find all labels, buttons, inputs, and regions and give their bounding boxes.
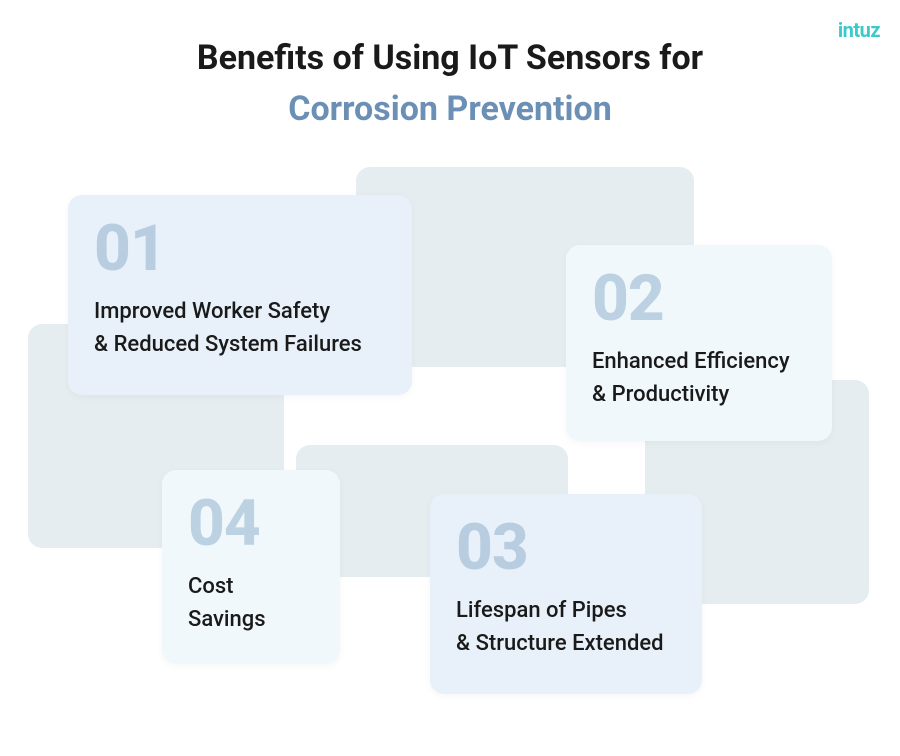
benefit-number: 03 bbox=[456, 516, 676, 580]
benefit-card-04: 04 Cost Savings bbox=[162, 470, 340, 664]
benefit-text: Enhanced Efficiency & Productivity bbox=[592, 345, 806, 411]
benefit-card-02: 02 Enhanced Efficiency & Productivity bbox=[566, 245, 832, 441]
title-line-2: Corrosion Prevention bbox=[0, 86, 900, 134]
benefit-text: Cost Savings bbox=[188, 570, 314, 636]
benefit-number: 02 bbox=[592, 267, 806, 331]
page-title: Benefits of Using IoT Sensors for Corros… bbox=[0, 36, 900, 134]
benefit-card-01: 01 Improved Worker Safety & Reduced Syste… bbox=[68, 195, 412, 395]
benefit-card-03: 03 Lifespan of Pipes & Structure Extended bbox=[430, 494, 702, 694]
title-line-1: Benefits of Using IoT Sensors for bbox=[0, 36, 900, 80]
benefit-text: Improved Worker Safety & Reduced System … bbox=[94, 295, 386, 361]
benefit-number: 01 bbox=[94, 217, 386, 281]
benefit-number: 04 bbox=[188, 492, 314, 556]
benefit-text: Lifespan of Pipes & Structure Extended bbox=[456, 594, 676, 660]
